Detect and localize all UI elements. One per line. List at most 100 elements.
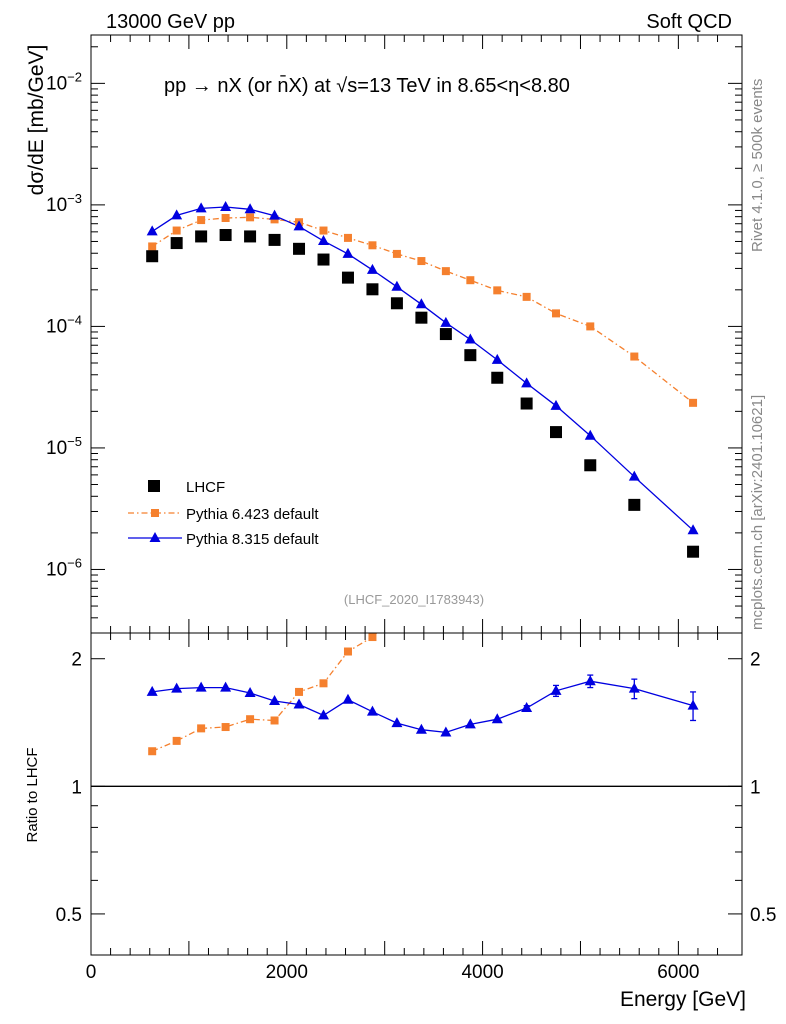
ratio-pythia6-point <box>368 633 377 642</box>
ratio-pythia8-point <box>584 675 596 686</box>
process-label: Soft QCD <box>646 11 732 33</box>
pythia8-point <box>628 470 640 481</box>
main-y-tick-label: 10−5 <box>46 434 82 459</box>
ratio-y-axis-title: Ratio to LHCF <box>24 747 41 842</box>
pythia8-point <box>440 316 452 327</box>
lhcf-point <box>268 233 281 246</box>
ratio-pythia8-point <box>550 684 562 695</box>
legend-pythia8-marker <box>149 532 161 542</box>
lhcf-point <box>491 371 504 384</box>
ratio-y-tick-label-right: 0.5 <box>750 905 776 926</box>
x-tick-label: 2000 <box>266 962 308 983</box>
pythia6-point <box>148 242 157 251</box>
legend-lhcf-label: LHCF <box>186 479 225 496</box>
lhcf-point <box>628 498 641 511</box>
ratio-pythia8-point <box>440 726 452 737</box>
lhcf-point <box>317 253 330 266</box>
ratio-series <box>146 633 699 756</box>
legend-pythia6-label: Pythia 6.423 default <box>186 506 319 523</box>
lhcf-point <box>341 271 354 284</box>
legend-pythia6-marker <box>151 509 159 517</box>
lhcf-point <box>244 230 257 243</box>
pythia8-point <box>318 234 329 245</box>
ratio-y-tick-label: 1 <box>71 777 82 798</box>
pythia8-point <box>195 202 207 213</box>
x-tick-label: 0 <box>86 962 97 983</box>
lhcf-point <box>687 545 700 558</box>
analysis-id: (LHCF_2020_I1783943) <box>344 592 484 607</box>
ratio-pythia8-point <box>269 694 281 705</box>
pythia8-point <box>293 220 305 231</box>
lhcf-point <box>415 311 428 324</box>
main-y-tick-label: 10−4 <box>46 312 82 337</box>
pythia8-point <box>415 298 427 309</box>
ratio-frame <box>90 632 743 956</box>
ratio-pythia8-point <box>521 702 533 713</box>
plot-title: pp → nX (or n̄X) at √s=13 TeV in 8.65<η<… <box>164 74 570 97</box>
x-tick-label: 4000 <box>461 962 503 983</box>
lhcf-point <box>170 237 183 250</box>
ratio-pythia8-point <box>464 718 476 729</box>
legend: LHCF Pythia 6.423 default Pythia 8.315 d… <box>128 479 319 548</box>
ratio-pythia8-point <box>171 682 183 693</box>
lhcf-point <box>293 242 306 255</box>
pythia6-point <box>586 322 595 331</box>
main-y-tick-label: 10−3 <box>46 191 82 216</box>
pythia6-point <box>172 226 181 235</box>
ratio-y-tick-label: 2 <box>71 650 82 671</box>
main-y-axis-title: dσ/dE [mb/GeV] <box>25 45 48 196</box>
pythia8-point <box>269 209 281 220</box>
pythia6-point <box>493 286 502 295</box>
ratio-pythia8-point <box>318 709 329 720</box>
pythia6-point <box>689 398 698 407</box>
pythia6-point <box>221 213 230 222</box>
x-tick-label: 6000 <box>657 962 699 983</box>
ratio-pythia8-point <box>628 682 640 693</box>
ratio-panel: 0.5 0.5 1 1 2 2 0 2000 4000 6000 <box>56 632 776 983</box>
ratio-pythia8-point <box>342 693 354 704</box>
ratio-pythia6-point <box>197 724 206 733</box>
ratio-pythia8-point <box>491 713 503 724</box>
ratio-ticks: 0.5 0.5 1 1 2 2 0 2000 4000 6000 <box>56 633 776 983</box>
main-panel: 10−6 10−5 10−4 10−3 10−2 <box>46 34 743 634</box>
pythia8-point <box>391 280 403 291</box>
lhcf-point <box>390 297 403 310</box>
lhcf-point <box>366 283 379 296</box>
pythia6-point <box>630 352 639 361</box>
pythia6-point <box>392 249 401 258</box>
ratio-pythia6-point <box>148 747 157 756</box>
pythia6-point <box>522 292 531 301</box>
ratio-pythia6-point <box>319 679 328 688</box>
lhcf-point <box>464 349 477 362</box>
pythia8-point <box>220 201 232 212</box>
pythia6-point <box>343 233 352 242</box>
pythia8-point <box>342 247 354 258</box>
pythia6-line <box>151 216 694 404</box>
pythia8-point <box>521 377 533 388</box>
ratio-pythia6-point <box>246 715 255 724</box>
pythia8-point <box>464 333 476 344</box>
ratio-pythia8-line <box>152 680 694 734</box>
lhcf-point <box>219 229 232 242</box>
main-y-tick-label: 10−6 <box>46 555 82 580</box>
ratio-pythia8-point <box>293 698 305 709</box>
pythia8-point <box>146 225 158 236</box>
lhcf-point <box>439 328 452 341</box>
ratio-pythia6-point <box>172 736 181 745</box>
pythia6-point <box>319 226 328 235</box>
pythia8-point <box>171 209 183 220</box>
main-series <box>146 201 700 558</box>
ratio-pythia8-point <box>687 699 699 710</box>
ratio-pythia6-point <box>343 647 352 656</box>
pythia8-point <box>550 399 562 410</box>
lhcf-point <box>520 397 533 410</box>
beam-label: 13000 GeV pp <box>106 11 235 33</box>
pythia8-line <box>151 206 694 531</box>
main-y-tick-label: 10−2 <box>46 69 82 94</box>
lhcf-point <box>584 459 597 472</box>
lhcf-point <box>550 426 562 439</box>
ratio-pythia6-line <box>151 633 378 752</box>
ratio-pythia8-point <box>391 717 403 728</box>
